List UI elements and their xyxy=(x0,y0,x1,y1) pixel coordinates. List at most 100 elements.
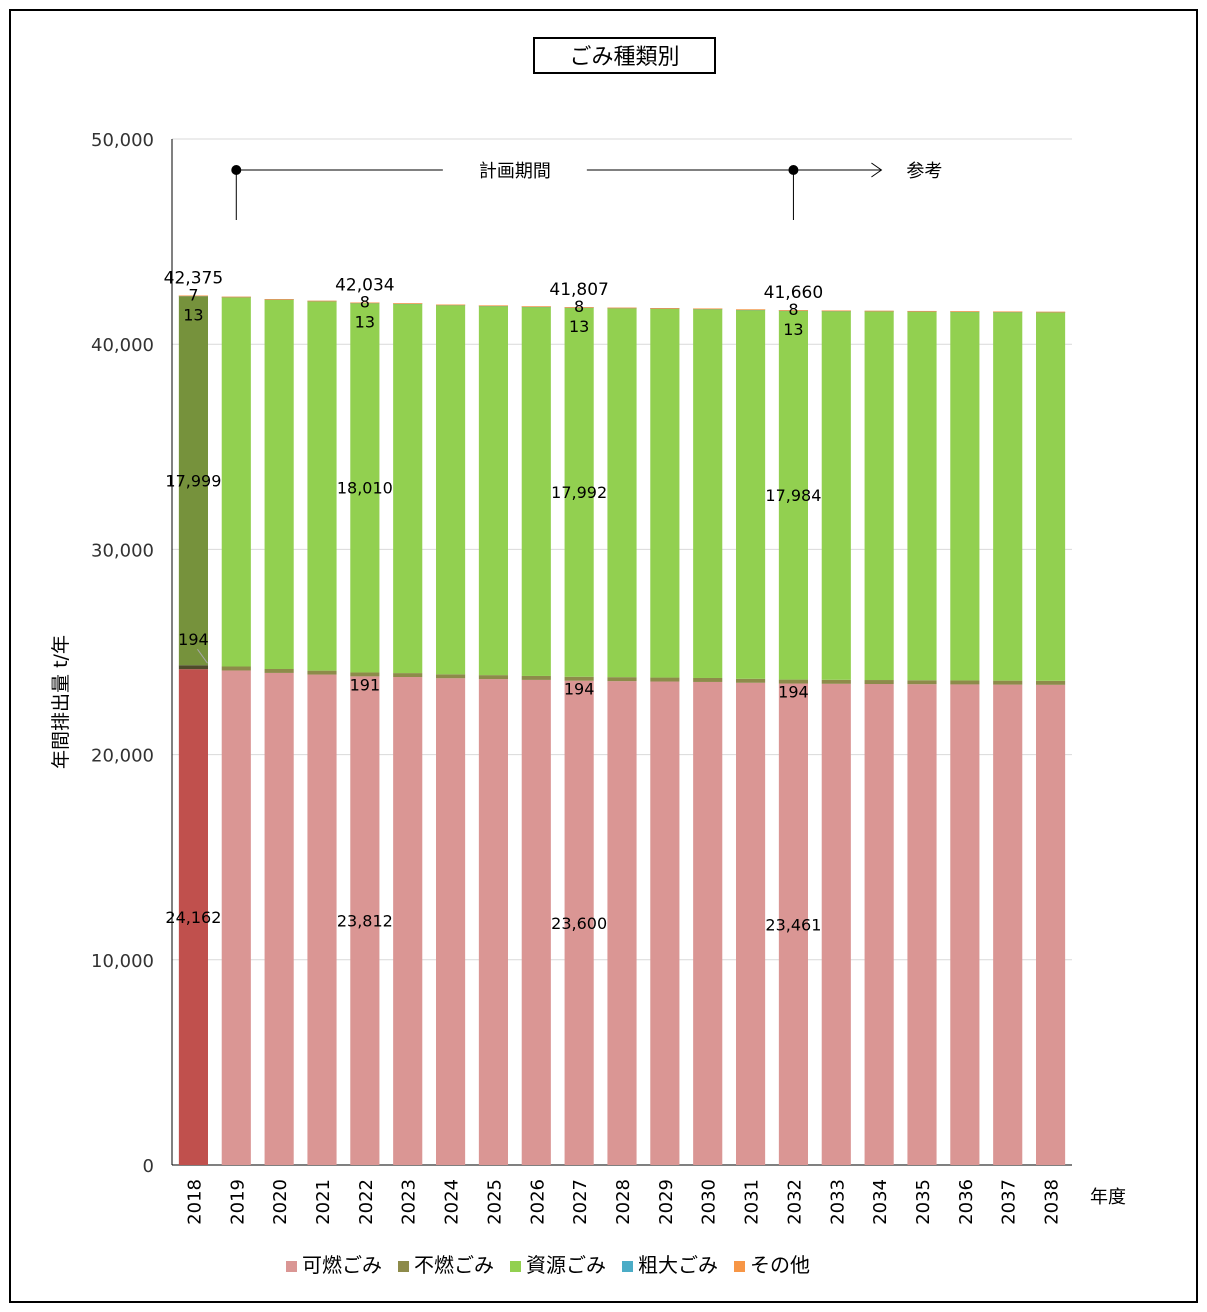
x-tick-label: 2035 xyxy=(913,1179,934,1225)
bar-2034-series-2 xyxy=(864,311,894,681)
bar-2027-series-1 xyxy=(564,676,594,681)
bar-2023-series-0 xyxy=(393,677,423,1165)
bar-2022-series-2 xyxy=(350,302,380,673)
x-tick-label: 2023 xyxy=(399,1179,420,1225)
bar-2023-series-2 xyxy=(393,303,423,674)
bar-2038-series-0 xyxy=(1036,684,1066,1165)
bar-2032-series-2 xyxy=(778,310,808,680)
bar-2030-series-2 xyxy=(693,308,723,678)
x-tick-label: 2022 xyxy=(356,1179,377,1225)
data-label-2018-sonota: 7 xyxy=(188,285,198,304)
bar-2031-series-0 xyxy=(736,682,766,1165)
bar-2029-series-0 xyxy=(650,681,680,1165)
bar-2034-series-1 xyxy=(864,680,894,685)
y-tick-label: 40,000 xyxy=(91,335,154,356)
bar-2027-series-4 xyxy=(564,307,594,308)
bar-2034-series-4 xyxy=(864,310,894,312)
bar-2024-series-2 xyxy=(436,304,466,675)
bar-2028-series-1 xyxy=(607,677,637,682)
y-tick-label: 10,000 xyxy=(91,951,154,972)
bar-2027-series-0 xyxy=(564,680,594,1165)
bar-2020-series-0 xyxy=(264,672,294,1165)
bar-2018-series-2 xyxy=(178,295,208,666)
bar-2036-series-1 xyxy=(950,680,980,685)
leader-line xyxy=(197,648,208,664)
data-label-2032-sonota: 8 xyxy=(788,300,798,319)
bar-2031-series-2 xyxy=(736,309,766,679)
x-tick-label: 2026 xyxy=(527,1179,548,1225)
data-label-2032-total: 41,660 xyxy=(764,283,823,303)
data-label-2032-kanen: 23,461 xyxy=(765,915,821,934)
legend-swatch-4 xyxy=(734,1261,745,1272)
bar-2020-series-1 xyxy=(264,668,294,673)
data-label-2032-shigen: 17,984 xyxy=(765,486,821,505)
bar-2021-series-1 xyxy=(307,670,337,675)
bar-2018-series-1 xyxy=(178,665,208,670)
chart-title-box xyxy=(533,37,716,74)
bar-2025-series-1 xyxy=(478,675,508,680)
legend-swatch-1 xyxy=(398,1261,409,1272)
x-tick-label: 2036 xyxy=(956,1179,977,1225)
reference-label: 参考 xyxy=(906,161,942,182)
data-label-2022-funen: 191 xyxy=(350,675,381,694)
bar-2027-series-2 xyxy=(564,307,594,677)
bar-2032-series-1 xyxy=(778,679,808,684)
x-axis-label: 年度 xyxy=(1090,1187,1126,1208)
data-label-2027-kanen: 23,600 xyxy=(551,914,607,933)
bar-2038-series-4 xyxy=(1036,311,1066,313)
bar-2018-series-4 xyxy=(178,295,208,297)
bar-2029-series-1 xyxy=(650,677,680,682)
bar-2032-series-4 xyxy=(778,310,808,311)
bar-2037-series-2 xyxy=(993,311,1023,681)
bar-2026-series-2 xyxy=(521,306,551,676)
bar-2025-series-4 xyxy=(478,305,508,307)
x-tick-label: 2027 xyxy=(570,1179,591,1225)
y-tick-label: 30,000 xyxy=(91,540,154,561)
bar-2034-series-0 xyxy=(864,684,894,1165)
bar-2036-series-2 xyxy=(950,311,980,681)
bar-2023-series-4 xyxy=(393,303,423,305)
bar-2019-series-1 xyxy=(221,666,251,671)
x-tick-label: 2037 xyxy=(999,1179,1020,1225)
bar-2031-series-4 xyxy=(736,309,766,311)
bar-2021-series-2 xyxy=(307,301,337,671)
bar-2025-series-2 xyxy=(478,305,508,676)
bar-2037-series-4 xyxy=(993,311,1023,313)
bar-2032-series-0 xyxy=(778,683,808,1165)
bar-2029-series-2 xyxy=(650,308,680,678)
y-tick-label: 0 xyxy=(143,1156,154,1177)
bar-2026-series-0 xyxy=(521,679,551,1165)
bar-2035-series-1 xyxy=(907,680,937,685)
bar-2037-series-1 xyxy=(993,680,1023,685)
bar-2028-series-2 xyxy=(607,308,637,678)
y-axis-label: 年間排出量 t/年 xyxy=(50,635,72,769)
plan-period-label: 計画期間 xyxy=(479,161,551,182)
bar-2019-series-4 xyxy=(221,296,251,298)
bar-2021-series-4 xyxy=(307,300,337,302)
legend-label-0: 可燃ごみ xyxy=(302,1253,382,1277)
bar-2022-series-0 xyxy=(350,676,380,1165)
bar-2025-series-0 xyxy=(478,679,508,1165)
bar-2030-series-0 xyxy=(693,681,723,1165)
x-tick-label: 2021 xyxy=(313,1179,334,1225)
bar-2037-series-0 xyxy=(993,684,1023,1165)
x-tick-label: 2030 xyxy=(699,1179,720,1225)
legend-swatch-3 xyxy=(622,1261,633,1272)
bar-2028-series-0 xyxy=(607,681,637,1165)
bar-2038-series-1 xyxy=(1036,680,1066,685)
bar-2026-series-4 xyxy=(521,306,551,308)
x-tick-label: 2029 xyxy=(656,1179,677,1225)
legend-label-3: 粗大ごみ xyxy=(638,1253,718,1277)
bar-2030-series-1 xyxy=(693,677,723,682)
data-label-2027-shigen: 17,992 xyxy=(551,483,607,502)
data-label-2032-funen: 194 xyxy=(778,683,809,702)
bar-2024-series-0 xyxy=(436,678,466,1165)
bar-2022-series-4 xyxy=(350,302,380,304)
legend-swatch-0 xyxy=(286,1261,297,1272)
bar-2030-series-4 xyxy=(693,308,723,310)
x-tick-label: 2031 xyxy=(742,1179,763,1225)
bar-2020-series-2 xyxy=(264,299,294,669)
data-label-2032-sodai: 13 xyxy=(783,320,803,339)
bar-2033-series-1 xyxy=(821,679,851,684)
data-label-2018-funen: 194 xyxy=(178,630,209,649)
